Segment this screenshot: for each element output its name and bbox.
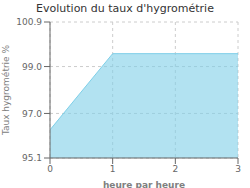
svg-text:97.0: 97.0 xyxy=(22,109,42,119)
svg-text:95.1: 95.1 xyxy=(22,153,42,163)
svg-text:99.0: 99.0 xyxy=(22,62,42,72)
svg-text:heure par heure: heure par heure xyxy=(103,180,185,188)
svg-text:0: 0 xyxy=(47,164,53,174)
svg-text:3: 3 xyxy=(235,164,241,174)
svg-text:Taux hygrométrie %: Taux hygrométrie % xyxy=(8,44,11,136)
svg-text:100.9: 100.9 xyxy=(16,18,42,27)
svg-text:2: 2 xyxy=(172,164,178,174)
html-text:Evolution du taux d'hygrométri: Evolution du taux d'hygrométrie xyxy=(36,2,214,15)
svg-text:1: 1 xyxy=(110,164,116,174)
